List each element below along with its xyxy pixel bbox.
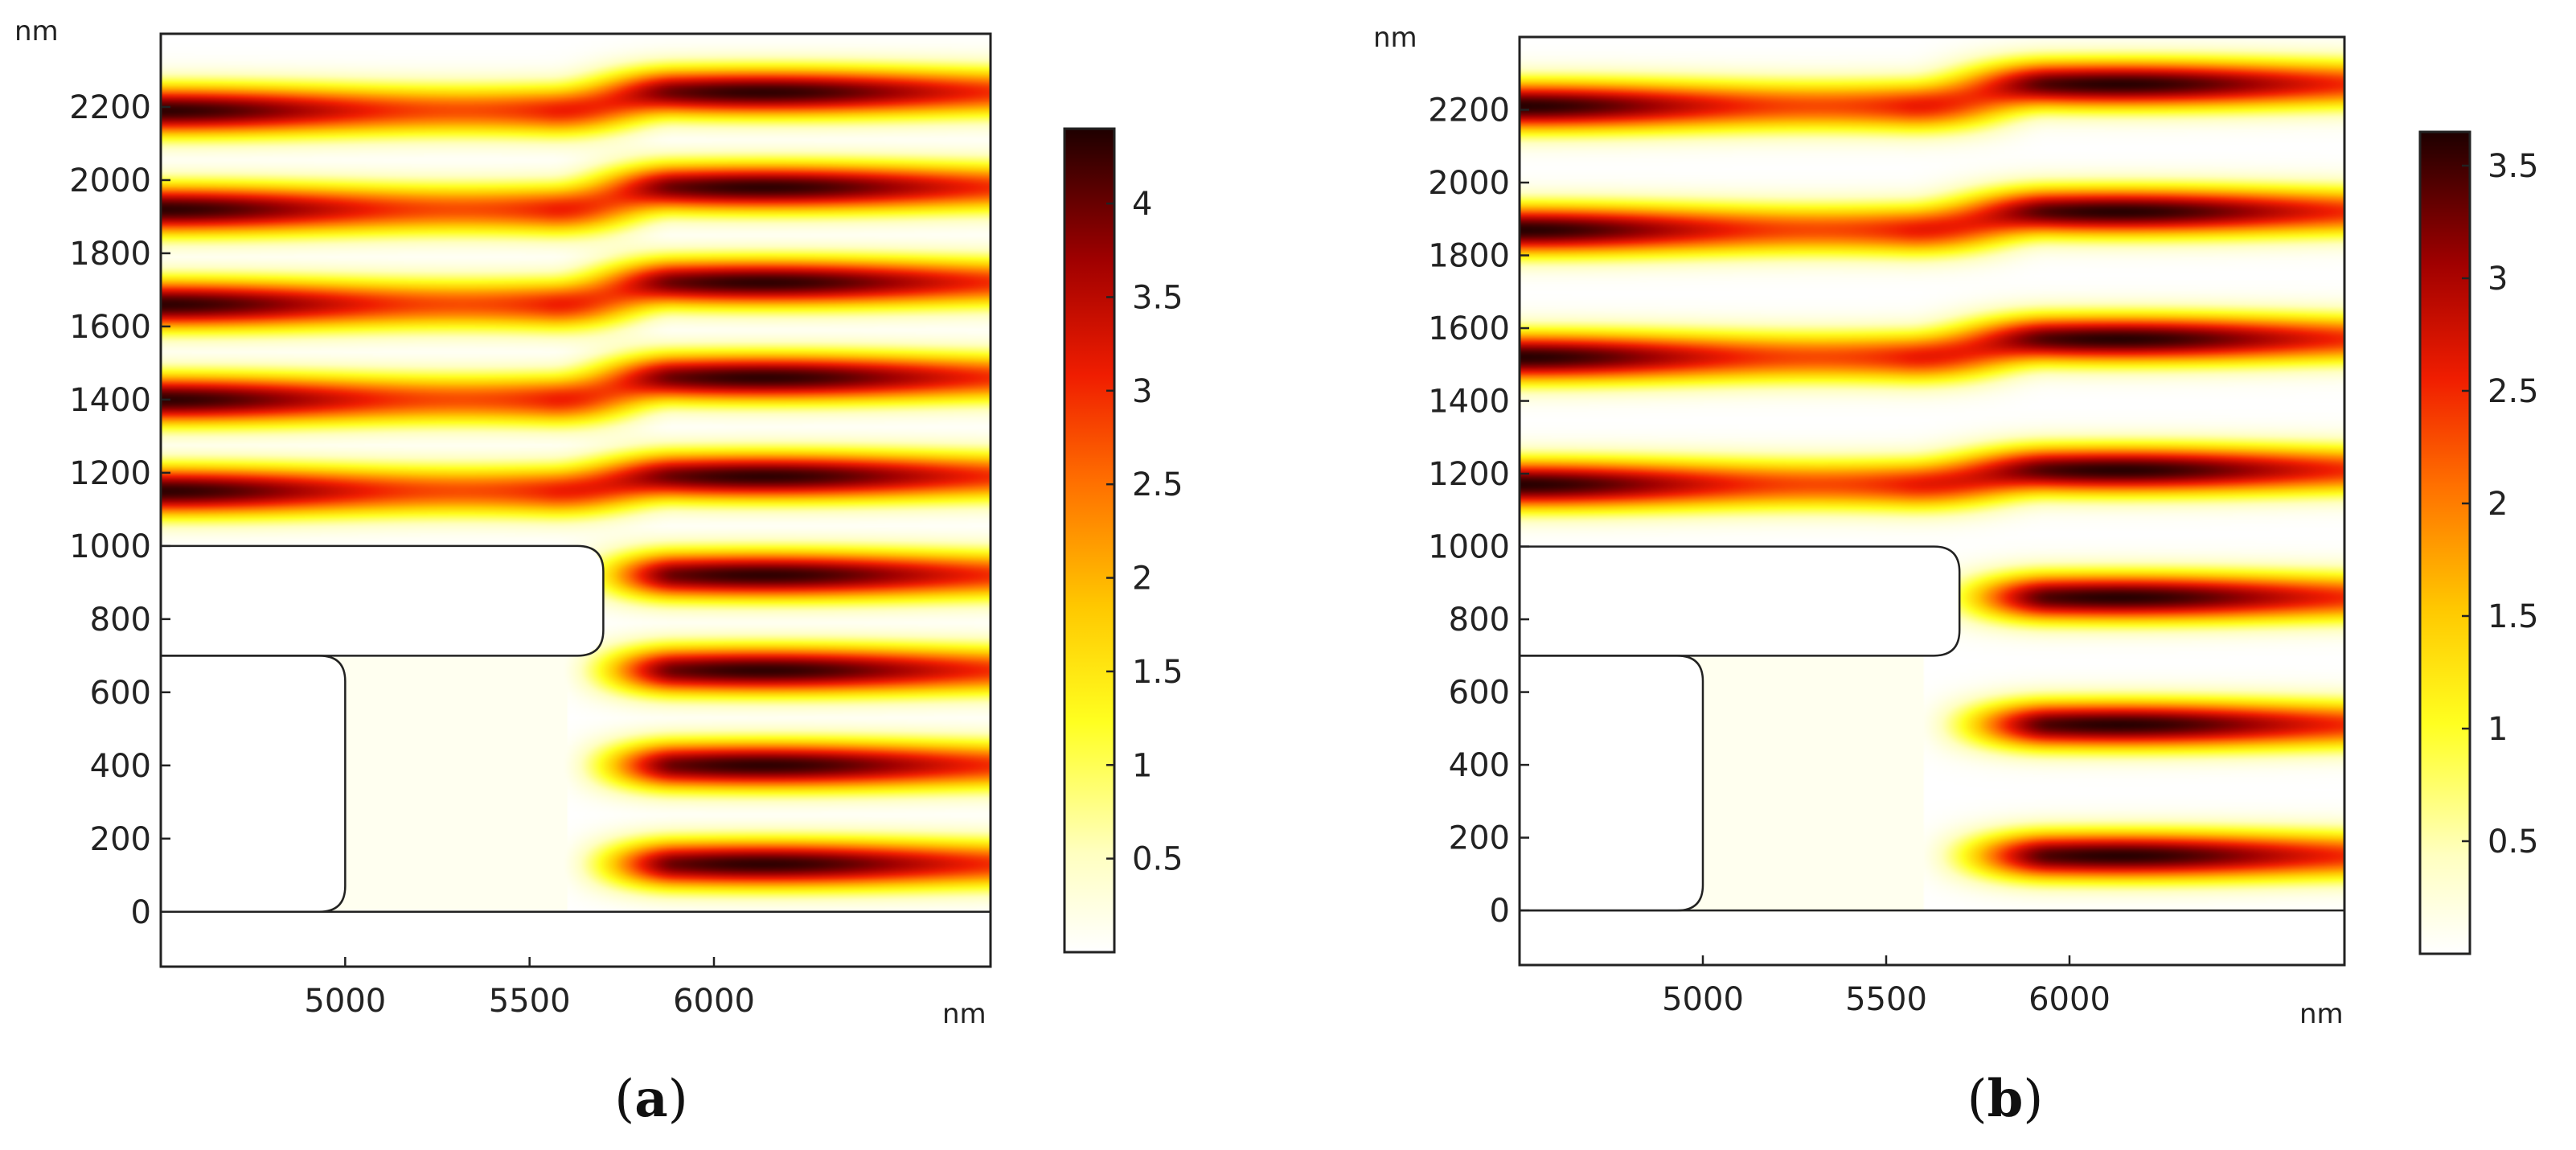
x-tick-label: 6000 [673,983,755,1020]
field-heatmap-b [1520,37,2344,965]
colorbar-tick-label: 0.5 [2488,823,2539,860]
waveguide-bottom-outline [161,655,347,914]
waveguide-outlines-a [161,544,991,914]
colorbar-tick-label: 2.5 [2488,373,2539,410]
colorbar-tick-label: 2 [1132,561,1152,598]
colorbar-tick-label: 4 [1132,186,1152,223]
y-unit-label-b: nm [1373,22,1417,54]
plot-frame-b [1518,35,2346,967]
colorbar-tick-label: 3 [1132,373,1152,410]
plot-frame-a [159,32,992,968]
y-tick-label: 800 [90,602,151,639]
y-tick-label: 1400 [1428,384,1510,421]
colorbar-tick-label: 1 [1132,747,1152,784]
y-tick-label: 200 [1449,820,1510,857]
y-tick-label: 1000 [69,528,151,565]
y-tick-label: 200 [90,821,151,858]
colorbar-tick-label: 2.5 [1132,466,1183,503]
y-tick-label: 400 [90,748,151,785]
field-heatmap-a [161,34,991,967]
colorbar-b [2418,130,2471,955]
y-tick-label: 2200 [1428,92,1510,129]
y-tick-label: 1600 [1428,310,1510,347]
waveguide-outlines-b [1520,545,2344,912]
panel-a: 0 200 400 600 800 1000 1200 1400 1600 1800 2000 220… [14,15,1183,1129]
colorbar-tick-label: 3.5 [1132,279,1183,316]
x-tick-label: 5500 [1845,981,1927,1018]
colorbar-tick-label: 1.5 [1132,654,1183,691]
caption-letter-b: b [1987,1069,2024,1129]
y-tick-label: 0 [131,894,151,931]
y-tick-label: 2200 [69,89,151,126]
colorbar-tick-label: 3.5 [2488,148,2539,185]
x-unit-label-a: nm [942,998,987,1030]
y-tick-label: 1200 [1428,456,1510,493]
panel-b: 0 200 400 600 800 1000 1200 1400 1600 1800 2000 220… [1373,22,2539,1129]
colorbar-tick-label: 3 [2488,261,2508,298]
x-tick-label: 5000 [1662,981,1744,1018]
y-tick-label: 800 [1449,602,1510,639]
colorbar-tick-label: 1.5 [2488,598,2539,635]
y-tick-label: 1000 [1428,529,1510,566]
y-tick-label: 1200 [69,455,151,492]
y-tick-label: 1800 [1428,238,1510,275]
colorbar-tick-label: 1 [2488,711,2508,748]
y-axis-a: 0 200 400 600 800 1000 1200 1400 1600 1800 2000 220… [69,89,170,931]
y-axis-b: 0 200 400 600 800 1000 1200 1400 1600 1800 2000 220… [1428,92,1529,930]
x-axis-a: 5000 5500 6000 [304,957,755,1020]
x-tick-label: 6000 [2028,981,2110,1018]
colorbar-tick-label: 0.5 [1132,841,1183,878]
colorbar-tick-label: 2 [2488,486,2508,523]
x-axis-b: 5000 5500 6000 [1662,955,2110,1018]
y-tick-label: 1400 [69,382,151,419]
waveguide-top-outline [161,544,605,657]
waveguide-top-outline [1520,545,1961,657]
colorbar-a [1063,127,1116,954]
y-tick-label: 1600 [69,309,151,346]
y-tick-label: 0 [1490,893,1510,930]
caption-b: (b) [1967,1069,2044,1129]
x-tick-label: 5500 [489,983,571,1020]
y-tick-label: 600 [1449,675,1510,712]
y-unit-label-a: nm [14,15,59,47]
caption-letter-a: a [634,1069,667,1129]
colorbar-ticks-b: 0.5 1 1.5 2 2.5 3 3.5 [2462,148,2539,860]
y-tick-label: 600 [90,675,151,712]
x-unit-label-b: nm [2299,998,2344,1030]
waveguide-bottom-outline [1520,655,1704,912]
y-tick-label: 2000 [1428,165,1510,202]
colorbar-ticks-a: 0.5 1 1.5 2 2.5 3 3.5 4 [1106,186,1183,878]
x-tick-label: 5000 [304,983,386,1020]
y-tick-label: 400 [1449,747,1510,784]
y-tick-label: 2000 [69,162,151,199]
y-tick-label: 1800 [69,236,151,273]
caption-a: (a) [614,1069,687,1129]
